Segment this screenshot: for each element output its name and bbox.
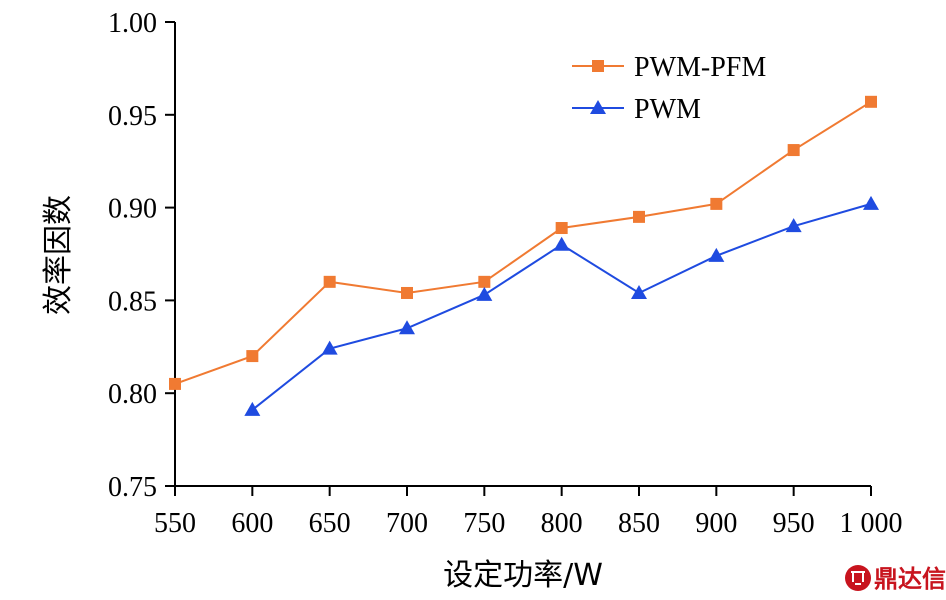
x-tick-label: 1 000 [840,508,903,539]
y-tick-label: 0.95 [108,101,157,132]
data-point [633,210,645,223]
data-point [787,144,800,157]
data-point [863,195,879,210]
series-line [251,202,872,411]
data-point [708,247,725,262]
x-tick-label: 800 [541,508,583,539]
data-point [246,350,259,363]
x-tick-label: 700 [386,508,428,539]
y-tick-label: 0.85 [108,286,157,317]
legend-label: PWM [634,94,701,125]
data-point [555,222,568,235]
legend-marker [590,100,606,114]
legend-item: PWM-PFM [572,52,766,83]
legend-item: PWM [572,94,701,125]
data-point [399,320,415,335]
data-point [553,236,570,251]
watermark-logo: 鼎达信 [845,565,946,593]
data-point [631,284,647,299]
data-point [478,275,491,288]
legend: PWM-PFM PWM [572,52,766,125]
watermark-icon [845,565,871,591]
x-tick-label: 650 [309,508,351,539]
y-tick-label: 0.80 [108,379,157,410]
x-tick-label: 850 [618,508,660,539]
y-axis-title: 效率因数 [41,195,76,315]
axes [174,22,871,487]
legend-marker [592,60,604,72]
y-tick-label: 1.00 [108,8,157,39]
series-pwm [244,195,879,416]
data-point [710,197,723,210]
x-tick-label: 550 [154,508,196,539]
data-point [321,340,338,355]
data-point [323,275,336,288]
data-point [476,286,493,301]
data-point [865,95,877,108]
x-tick-label: 600 [231,508,273,539]
y-tick-label: 0.90 [108,194,157,225]
x-axis-title: 设定功率/W [443,558,603,593]
legend-label: PWM-PFM [634,52,766,83]
y-tick-label: 0.75 [108,472,157,503]
x-tick-label: 750 [463,508,505,539]
watermark-text: 鼎达信 [874,565,946,593]
series-pwm-pfm [169,95,877,390]
data-point [244,401,261,416]
data-point [785,218,802,233]
data-point [401,286,413,299]
series-line [174,100,872,385]
x-tick-label: 900 [695,508,737,539]
x-tick-label: 950 [773,508,815,539]
data-point [169,377,181,390]
